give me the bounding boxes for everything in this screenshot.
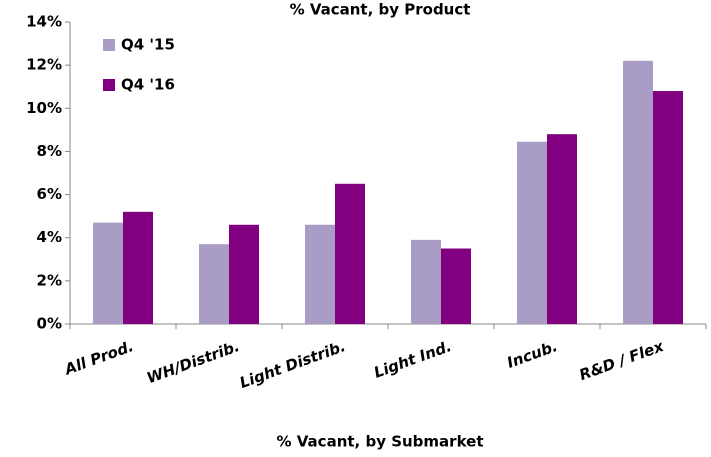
bar: [123, 211, 153, 324]
bar: [623, 60, 653, 324]
bar: [305, 224, 335, 324]
x-tick-label: Incub.: [505, 337, 560, 372]
legend-label: Q4 '16: [121, 76, 175, 94]
bar: [441, 248, 471, 324]
y-tick-label: 8%: [37, 142, 62, 160]
bar: [547, 134, 577, 324]
legend-swatch: [103, 79, 115, 91]
y-tick-label: 10%: [26, 99, 62, 117]
x-tick-label: Light Distrib.: [237, 337, 348, 392]
legend-label: Q4 '15: [121, 36, 175, 54]
legend-swatch: [103, 39, 115, 51]
bar: [517, 141, 547, 324]
y-tick-label: 2%: [37, 271, 62, 289]
bar: [335, 183, 365, 324]
y-tick-label: 6%: [37, 185, 62, 203]
x-tick-label: WH/Distrib.: [144, 337, 242, 387]
y-tick-label: 4%: [37, 228, 62, 246]
y-tick-label: 12%: [26, 56, 62, 74]
x-tick-label: R&D / Flex: [577, 337, 667, 385]
y-tick-label: 14%: [26, 13, 62, 31]
bar: [93, 222, 123, 324]
y-tick-label: 0%: [37, 315, 62, 333]
bar: [653, 91, 683, 325]
bar: [199, 244, 229, 324]
x-axis-label: % Vacant, by Submarket: [277, 433, 484, 451]
bar: [229, 224, 259, 324]
chart-title: % Vacant, by Product: [290, 1, 471, 19]
x-tick-label: All Prod.: [61, 337, 136, 379]
bar: [411, 239, 441, 324]
x-tick-label: Light Ind.: [371, 337, 453, 382]
